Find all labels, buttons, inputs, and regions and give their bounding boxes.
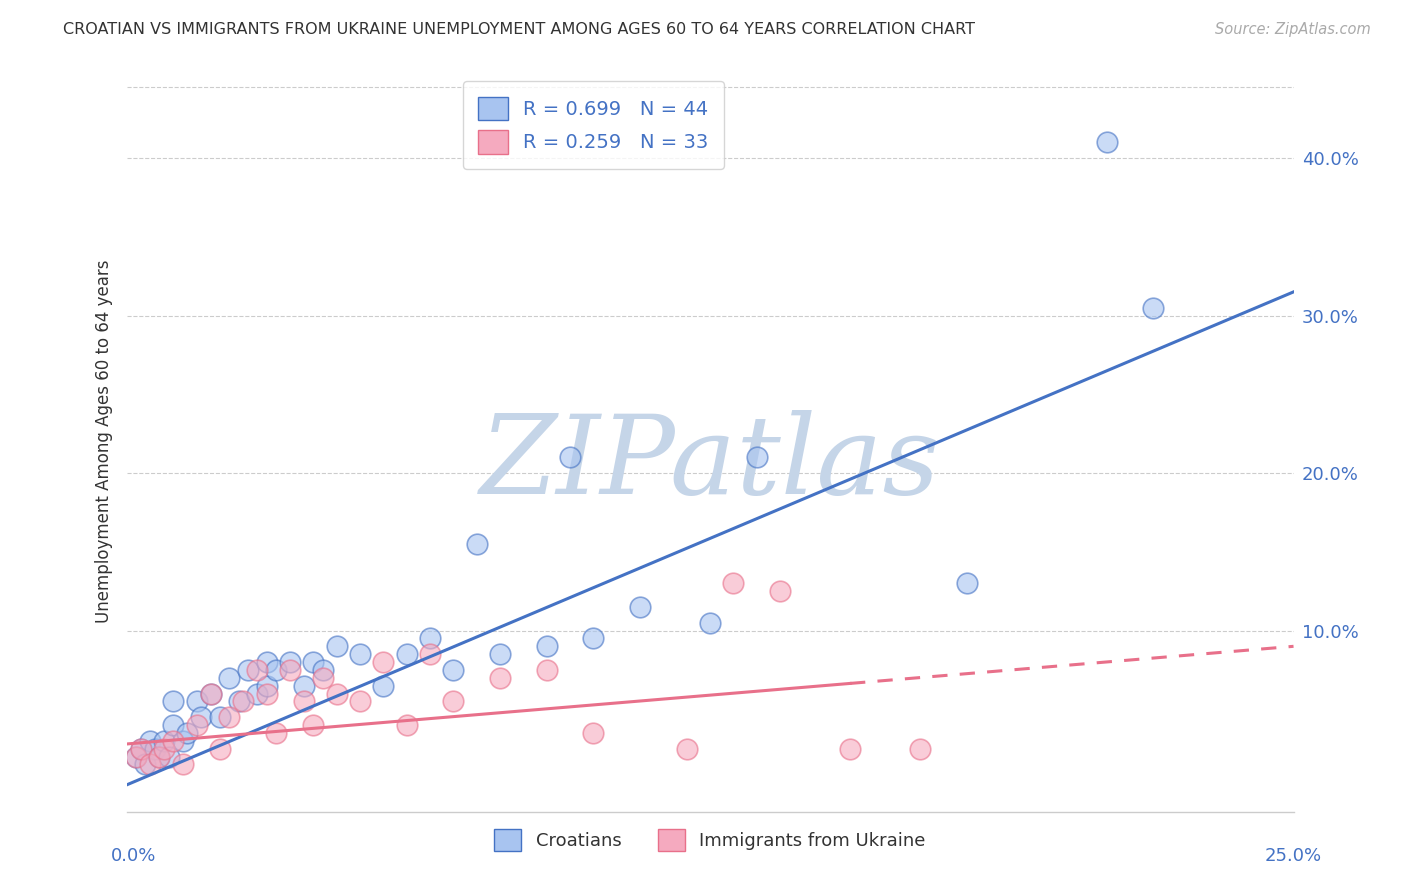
Point: [218, 671, 240, 685]
Point: [419, 647, 441, 661]
Point: [190, 710, 212, 724]
Point: [232, 694, 254, 708]
Point: [129, 741, 152, 756]
Point: [675, 741, 697, 756]
Point: [302, 718, 325, 732]
Point: [908, 741, 931, 756]
Point: [172, 734, 194, 748]
Point: [349, 647, 371, 661]
Point: [419, 632, 441, 646]
Point: [228, 694, 250, 708]
Point: [125, 749, 148, 764]
Point: [311, 663, 333, 677]
Point: [395, 647, 418, 661]
Text: 25.0%: 25.0%: [1265, 847, 1322, 864]
Point: [349, 694, 371, 708]
Text: 0.0%: 0.0%: [111, 847, 156, 864]
Point: [264, 663, 287, 677]
Point: [325, 687, 347, 701]
Point: [536, 663, 558, 677]
Point: [465, 537, 488, 551]
Point: [200, 687, 222, 701]
Point: [186, 694, 208, 708]
Legend: Croatians, Immigrants from Ukraine: Croatians, Immigrants from Ukraine: [486, 822, 934, 858]
Point: [129, 741, 152, 756]
Point: [148, 749, 170, 764]
Y-axis label: Unemployment Among Ages 60 to 64 years: Unemployment Among Ages 60 to 64 years: [94, 260, 112, 624]
Point: [236, 663, 259, 677]
Point: [162, 694, 184, 708]
Point: [292, 694, 315, 708]
Point: [264, 726, 287, 740]
Point: [1095, 135, 1118, 149]
Point: [218, 710, 240, 724]
Point: [153, 734, 176, 748]
Point: [302, 655, 325, 669]
Point: [256, 687, 278, 701]
Point: [162, 734, 184, 748]
Point: [157, 749, 180, 764]
Point: [186, 718, 208, 732]
Point: [208, 710, 231, 724]
Point: [558, 450, 581, 465]
Point: [745, 450, 768, 465]
Point: [278, 663, 301, 677]
Point: [246, 663, 269, 677]
Point: [441, 694, 464, 708]
Point: [162, 718, 184, 732]
Point: [139, 734, 162, 748]
Point: [489, 671, 512, 685]
Point: [143, 741, 166, 756]
Point: [125, 749, 148, 764]
Point: [176, 726, 198, 740]
Point: [489, 647, 512, 661]
Point: [582, 726, 605, 740]
Point: [839, 741, 862, 756]
Point: [148, 749, 170, 764]
Point: [256, 679, 278, 693]
Point: [208, 741, 231, 756]
Point: [325, 640, 347, 654]
Point: [769, 584, 792, 599]
Point: [1142, 301, 1164, 315]
Point: [373, 679, 395, 693]
Point: [699, 615, 721, 630]
Point: [723, 576, 745, 591]
Point: [139, 757, 162, 772]
Point: [395, 718, 418, 732]
Point: [582, 632, 605, 646]
Text: ZIPatlas: ZIPatlas: [479, 410, 941, 517]
Point: [172, 757, 194, 772]
Point: [246, 687, 269, 701]
Point: [153, 741, 176, 756]
Point: [278, 655, 301, 669]
Point: [373, 655, 395, 669]
Point: [536, 640, 558, 654]
Point: [956, 576, 979, 591]
Point: [292, 679, 315, 693]
Text: Source: ZipAtlas.com: Source: ZipAtlas.com: [1215, 22, 1371, 37]
Point: [200, 687, 222, 701]
Text: CROATIAN VS IMMIGRANTS FROM UKRAINE UNEMPLOYMENT AMONG AGES 60 TO 64 YEARS CORRE: CROATIAN VS IMMIGRANTS FROM UKRAINE UNEM…: [63, 22, 976, 37]
Point: [441, 663, 464, 677]
Point: [134, 757, 156, 772]
Point: [311, 671, 333, 685]
Point: [256, 655, 278, 669]
Point: [628, 599, 651, 614]
